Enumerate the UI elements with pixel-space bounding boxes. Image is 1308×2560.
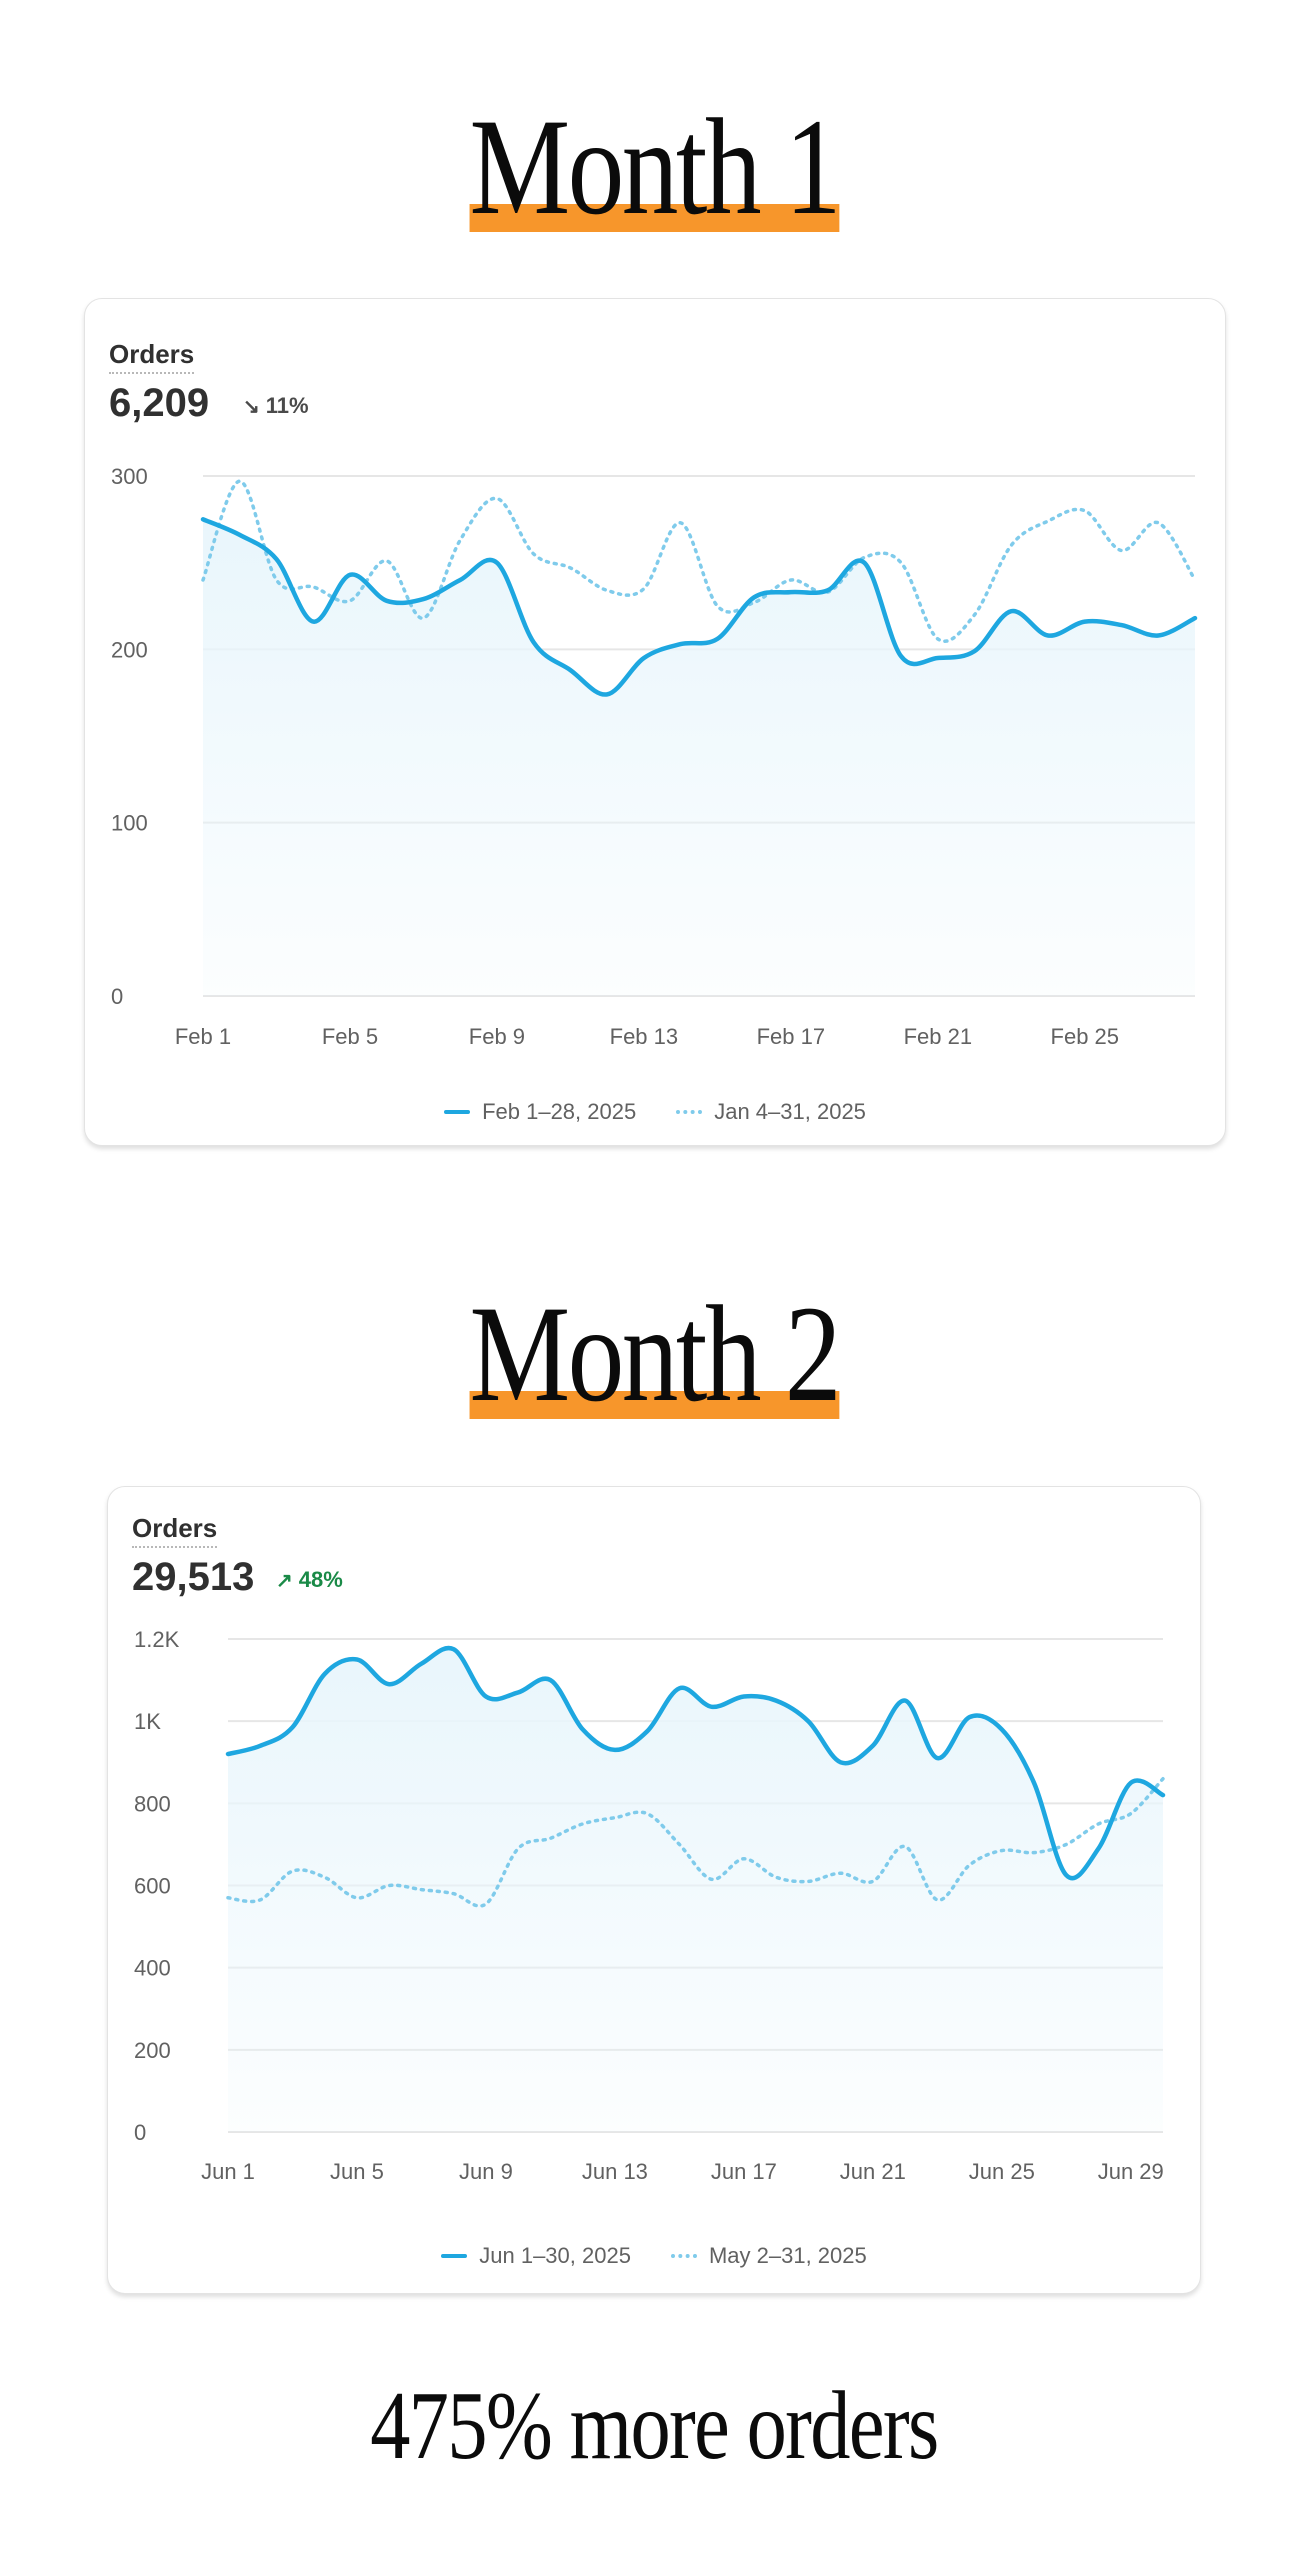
- legend-label: Jun 1–30, 2025: [479, 2243, 631, 2268]
- y-tick-label: 1K: [134, 1709, 161, 1734]
- y-tick-label: 400: [134, 1956, 171, 1981]
- series-area-fill: [228, 1648, 1163, 2132]
- x-tick-label: Jun 21: [840, 2159, 906, 2184]
- metric-label[interactable]: Orders: [132, 1513, 218, 1548]
- x-tick-label: Feb 13: [610, 1024, 679, 1049]
- metric-label[interactable]: Orders: [109, 339, 195, 374]
- series-line-previous: [226, 1776, 1165, 1908]
- y-tick-label: 1.2K: [134, 1627, 180, 1652]
- arrow-up-right-icon: ↗: [276, 1569, 293, 1592]
- y-tick-label: 0: [134, 2120, 146, 2145]
- x-tick-label: Feb 9: [469, 1024, 525, 1049]
- chart-legend: Feb 1–28, 2025 Jan 4–31, 2025: [85, 1099, 1225, 1125]
- chart-legend: Jun 1–30, 2025 May 2–31, 2025: [108, 2243, 1200, 2269]
- x-tick-label: Jun 5: [330, 2159, 384, 2184]
- series-line-previous: [201, 479, 1197, 643]
- line-chart: 0 100 200 300 Feb 1 Feb 5 Feb 9 Feb 13 Feb 17 Feb…: [111, 464, 1198, 1049]
- metric-value: 6,209: [109, 381, 210, 425]
- y-tick-label: 600: [134, 1874, 171, 1899]
- legend-swatch-solid: [444, 1110, 471, 1114]
- metric-value: 29,513: [132, 1555, 255, 1599]
- month2-headline: Month 2: [0, 1285, 1308, 1423]
- x-tick-label: Jun 25: [969, 2159, 1035, 2184]
- series-line-current: [200, 517, 1198, 697]
- legend-swatch-dotted: [670, 2254, 697, 2258]
- x-tick-label: Feb 25: [1051, 1024, 1120, 1049]
- legend-item-previous[interactable]: May 2–31, 2025: [670, 2243, 867, 2269]
- x-tick-label: Jun 17: [711, 2159, 777, 2184]
- y-tick-label: 800: [134, 1791, 171, 1816]
- delta-badge: ↘ 11%: [243, 393, 309, 419]
- y-tick-label: 200: [134, 2038, 171, 2063]
- y-tick-label: 300: [111, 464, 148, 489]
- footer-headline: 475% more orders: [0, 2370, 1308, 2482]
- line-chart: 0 200 400 600 800 1K 1.2K Jun 1 Jun 5 Jun 9 Jun 13…: [134, 1627, 1166, 2184]
- x-tick-label: Jun 13: [582, 2159, 648, 2184]
- x-tick-label: Jun 29: [1098, 2159, 1164, 2184]
- month2-heading-text: Month 2: [469, 1277, 841, 1430]
- y-tick-label: 200: [111, 637, 148, 662]
- legend-item-current[interactable]: Feb 1–28, 2025: [444, 1099, 636, 1125]
- y-tick-label: 0: [111, 984, 123, 1009]
- month1-heading-text: Month 1: [469, 90, 841, 243]
- legend-swatch-dotted: [676, 1110, 703, 1114]
- series-area-fill: [203, 519, 1195, 996]
- legend-label: May 2–31, 2025: [708, 2243, 867, 2268]
- delta-badge: ↗ 48%: [276, 1567, 343, 1593]
- delta-value: 48%: [298, 1567, 343, 1592]
- x-tick-label: Feb 1: [175, 1024, 231, 1049]
- arrow-down-right-icon: ↘: [243, 395, 260, 418]
- footer-text: 475% more orders: [370, 2372, 939, 2480]
- legend-item-current[interactable]: Jun 1–30, 2025: [441, 2243, 631, 2269]
- month1-headline: Month 1: [0, 98, 1308, 236]
- orders-chart-card-2: Orders 29,513 ↗ 48% 0 200 400 600 800 1K 1.2K J…: [107, 1486, 1201, 2294]
- y-tick-label: 100: [111, 811, 148, 836]
- orders-chart-card-1: Orders 6,209 ↘ 11% 0 100 200 300 Feb 1 Feb 5 F…: [84, 298, 1226, 1146]
- month1-heading: Month 1: [469, 98, 841, 236]
- x-tick-label: Feb 17: [757, 1024, 826, 1049]
- x-tick-label: Feb 5: [322, 1024, 378, 1049]
- series-line-current: [225, 1645, 1166, 1881]
- legend-swatch-solid: [441, 2254, 468, 2258]
- x-tick-label: Jun 1: [201, 2159, 255, 2184]
- delta-value: 11%: [265, 393, 309, 418]
- legend-label: Feb 1–28, 2025: [482, 1099, 637, 1124]
- x-tick-label: Jun 9: [459, 2159, 513, 2184]
- legend-item-previous[interactable]: Jan 4–31, 2025: [676, 1099, 866, 1125]
- month2-heading: Month 2: [469, 1285, 841, 1423]
- x-tick-label: Feb 21: [904, 1024, 973, 1049]
- legend-label: Jan 4–31, 2025: [714, 1099, 866, 1124]
